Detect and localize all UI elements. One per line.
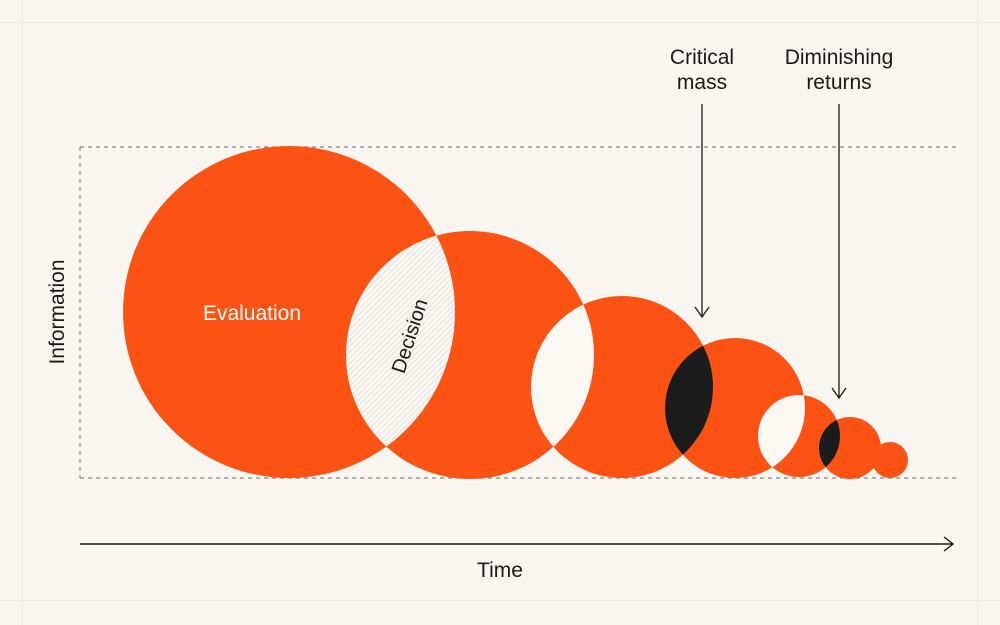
background-grid-line (0, 22, 1000, 23)
background-grid-line (0, 600, 1000, 601)
critical-mass-label-line2: mass (677, 71, 727, 94)
y-axis-label: Information (46, 259, 69, 364)
circle-7 (872, 442, 908, 478)
background-grid-line (22, 0, 23, 625)
critical-mass-arrow-head (694, 306, 710, 319)
evaluation-label: Evaluation (203, 302, 301, 325)
critical-mass-label-line1: Critical (670, 46, 734, 69)
background-grid-line (977, 0, 978, 625)
diminishing-returns-label-line1: Diminishing (785, 46, 894, 69)
diminishing-returns-arrow-head (831, 387, 847, 400)
x-axis-label: Time (477, 559, 523, 582)
diminishing-returns-label-line2: returns (806, 71, 871, 94)
time-axis-arrow-head (943, 536, 955, 552)
overlap-decision (346, 231, 455, 478)
overlap-4-5 (758, 395, 805, 477)
